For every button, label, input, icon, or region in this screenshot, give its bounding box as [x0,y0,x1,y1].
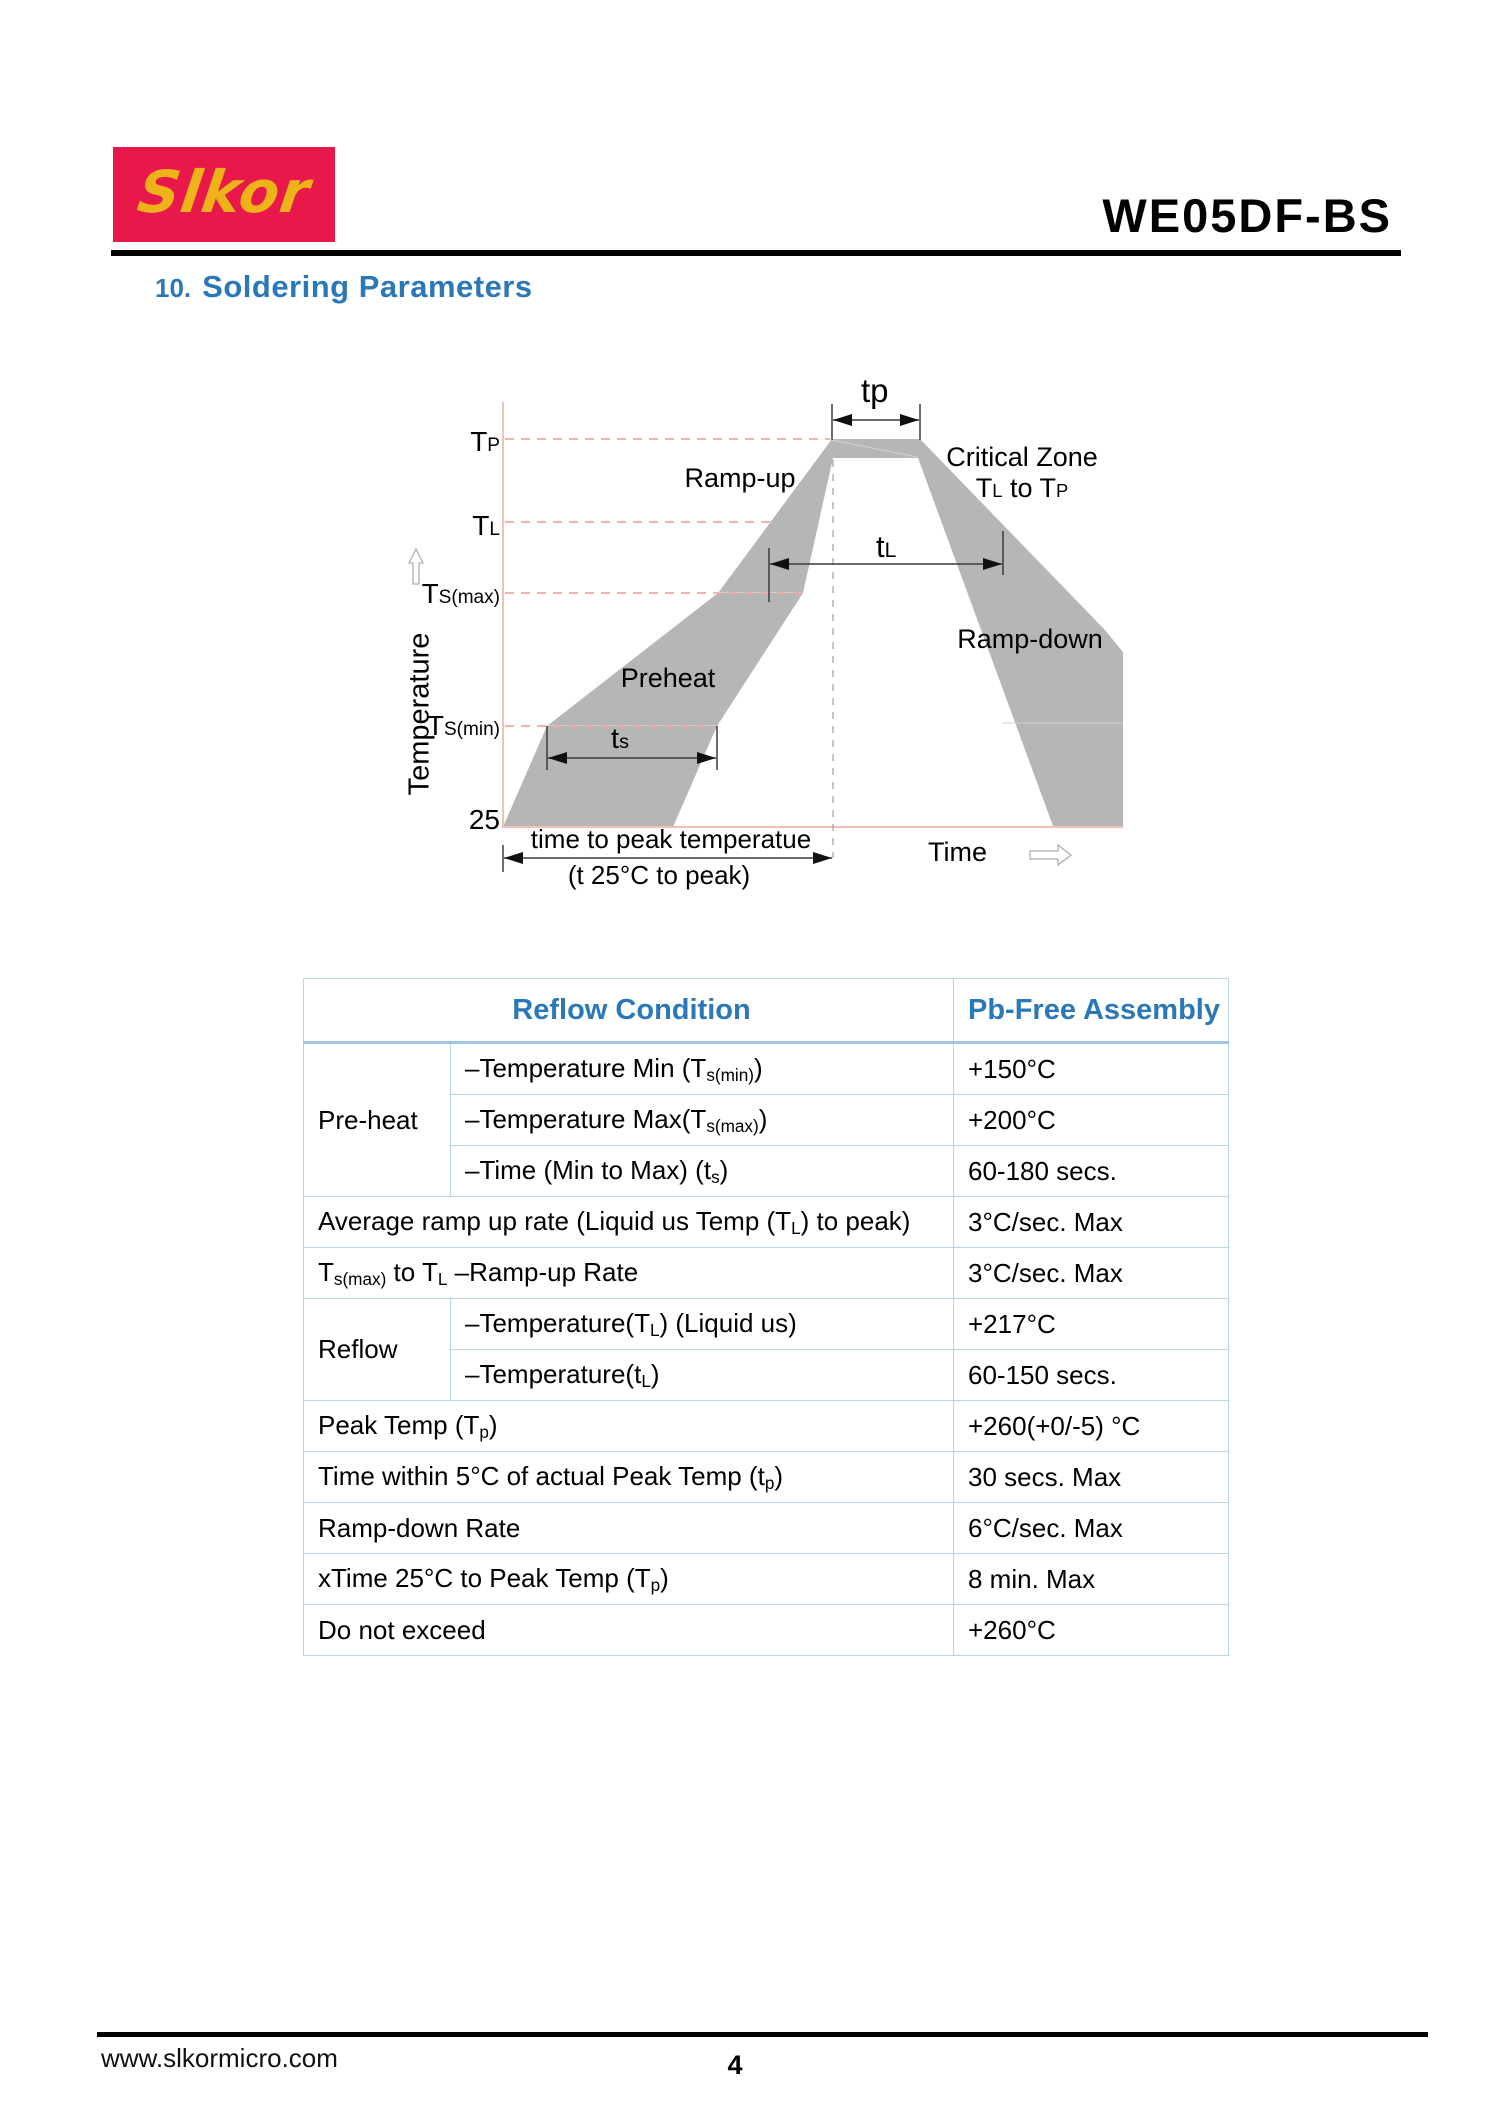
temperature-guide-lines [505,438,830,727]
footer-website: www.slkormicro.com [101,2043,338,2073]
preheat-label: Preheat [620,663,716,693]
value-cell: +150°C [953,1042,1229,1095]
ts-duration-label: ts [611,723,629,755]
table-row: –Temperature Max(Ts(max)) +200°C [304,1094,1229,1146]
table-row: Do not exceed +260°C [303,1604,1229,1656]
value-cell: 60-150 secs. [953,1349,1229,1401]
time-axis-arrow-icon [1029,843,1073,867]
table-row: Ramp-down Rate 6°C/sec. Max [303,1502,1229,1554]
condition-cell: xTime 25°C to Peak Temp (Tp) [303,1553,954,1605]
condition-cell: –Temperature Min (Ts(min)) [450,1042,954,1095]
table-row: xTime 25°C to Peak Temp (Tp) 8 min. Max [303,1553,1229,1605]
reflow-condition-header: Reflow Condition [303,978,954,1044]
axis-label-tl: TL [472,510,500,541]
axis-label-tsmax: TS(max) [421,578,500,609]
section-heading: 10. Soldering Parameters [155,269,533,305]
condition-cell: –Temperature Max(Ts(max)) [450,1094,954,1146]
tl-duration-label: tL [876,529,897,564]
condition-cell: Ts(max) to TL –Ramp-up Rate [303,1247,954,1299]
value-cell: 8 min. Max [953,1553,1229,1605]
ramp-up-label: Ramp-up [684,463,796,493]
table-row: Reflow –Temperature(TL) (Liquid us) +217… [303,1298,1229,1401]
plot-axes [502,402,1123,828]
temperature-axis-arrow-icon [407,547,425,585]
value-cell: 3°C/sec. Max [953,1196,1229,1248]
table-row: Ts(max) to TL –Ramp-up Rate 3°C/sec. Max [303,1247,1229,1299]
value-cell: +217°C [953,1298,1229,1350]
axis-label-tsmin: TS(min) [426,710,500,741]
value-cell: +200°C [953,1094,1229,1146]
pb-free-assembly-header: Pb-Free Assembly [953,978,1229,1044]
critical-zone-line1: Critical Zone [946,442,1098,472]
condition-cell: –Temperature(tL) [450,1349,954,1401]
value-cell: +260(+0/-5) °C [953,1400,1229,1452]
company-logo: Slkor [113,147,335,242]
time-to-peak-sublabel: (t 25°C to peak) [567,860,751,890]
dimension-arrowheads [504,414,1002,864]
reflow-band-shape [503,439,1123,827]
value-cell: 60-180 secs. [953,1145,1229,1197]
temperature-axis-title: Temperature [403,632,436,796]
axis-label-origin: 25 [468,804,500,835]
ramp-down-label: Ramp-down [957,624,1103,654]
reflow-parameters-table: Reflow Condition Pb-Free Assembly Pre-he… [303,978,1229,1656]
condition-cell: Average ramp up rate (Liquid us Temp (TL… [303,1196,954,1248]
condition-cell: Peak Temp (Tp) [303,1400,954,1452]
condition-cell: Ramp-down Rate [303,1502,954,1554]
page-number: 4 [727,2050,743,2080]
section-number: 10. [155,273,192,303]
part-number-title: WE05DF-BS [1102,189,1392,242]
value-cell: 3°C/sec. Max [953,1247,1229,1299]
table-row: –Time (Min to Max) (ts) 60-180 secs. [304,1145,1229,1197]
critical-zone-line2: TL to TP [975,473,1069,504]
table-row: Time within 5°C of actual Peak Temp (tp)… [303,1451,1229,1503]
time-axis-title: Time [928,837,987,867]
value-cell: +260°C [953,1604,1229,1656]
table-header-row: Reflow Condition Pb-Free Assembly [303,978,1229,1044]
group-cell-reflow: Reflow [303,1298,451,1401]
table-row: Peak Temp (Tp) +260(+0/-5) °C [303,1400,1229,1452]
condition-cell: –Temperature(TL) (Liquid us) [450,1298,954,1350]
tp-duration-label: tp [861,372,889,409]
time-to-peak-label: time to peak temperatue [530,824,812,854]
header-divider [111,250,1401,256]
value-cell: 6°C/sec. Max [953,1502,1229,1554]
axis-label-tp: TP [470,426,500,457]
section-title: Soldering Parameters [202,269,533,304]
value-cell: 30 secs. Max [953,1451,1229,1503]
critical-zone-label: Critical Zone TL to TP [946,442,1098,504]
condition-cell: –Time (Min to Max) (ts) [450,1145,954,1197]
condition-cell: Time within 5°C of actual Peak Temp (tp) [303,1451,954,1503]
table-row: Pre-heat –Temperature Min (Ts(min)) +150… [303,1042,1229,1197]
condition-cell: Do not exceed [303,1604,954,1656]
table-row: Average ramp up rate (Liquid us Temp (TL… [303,1196,1229,1248]
footer-divider [97,2032,1428,2037]
group-cell-preheat: Pre-heat [303,1042,451,1197]
